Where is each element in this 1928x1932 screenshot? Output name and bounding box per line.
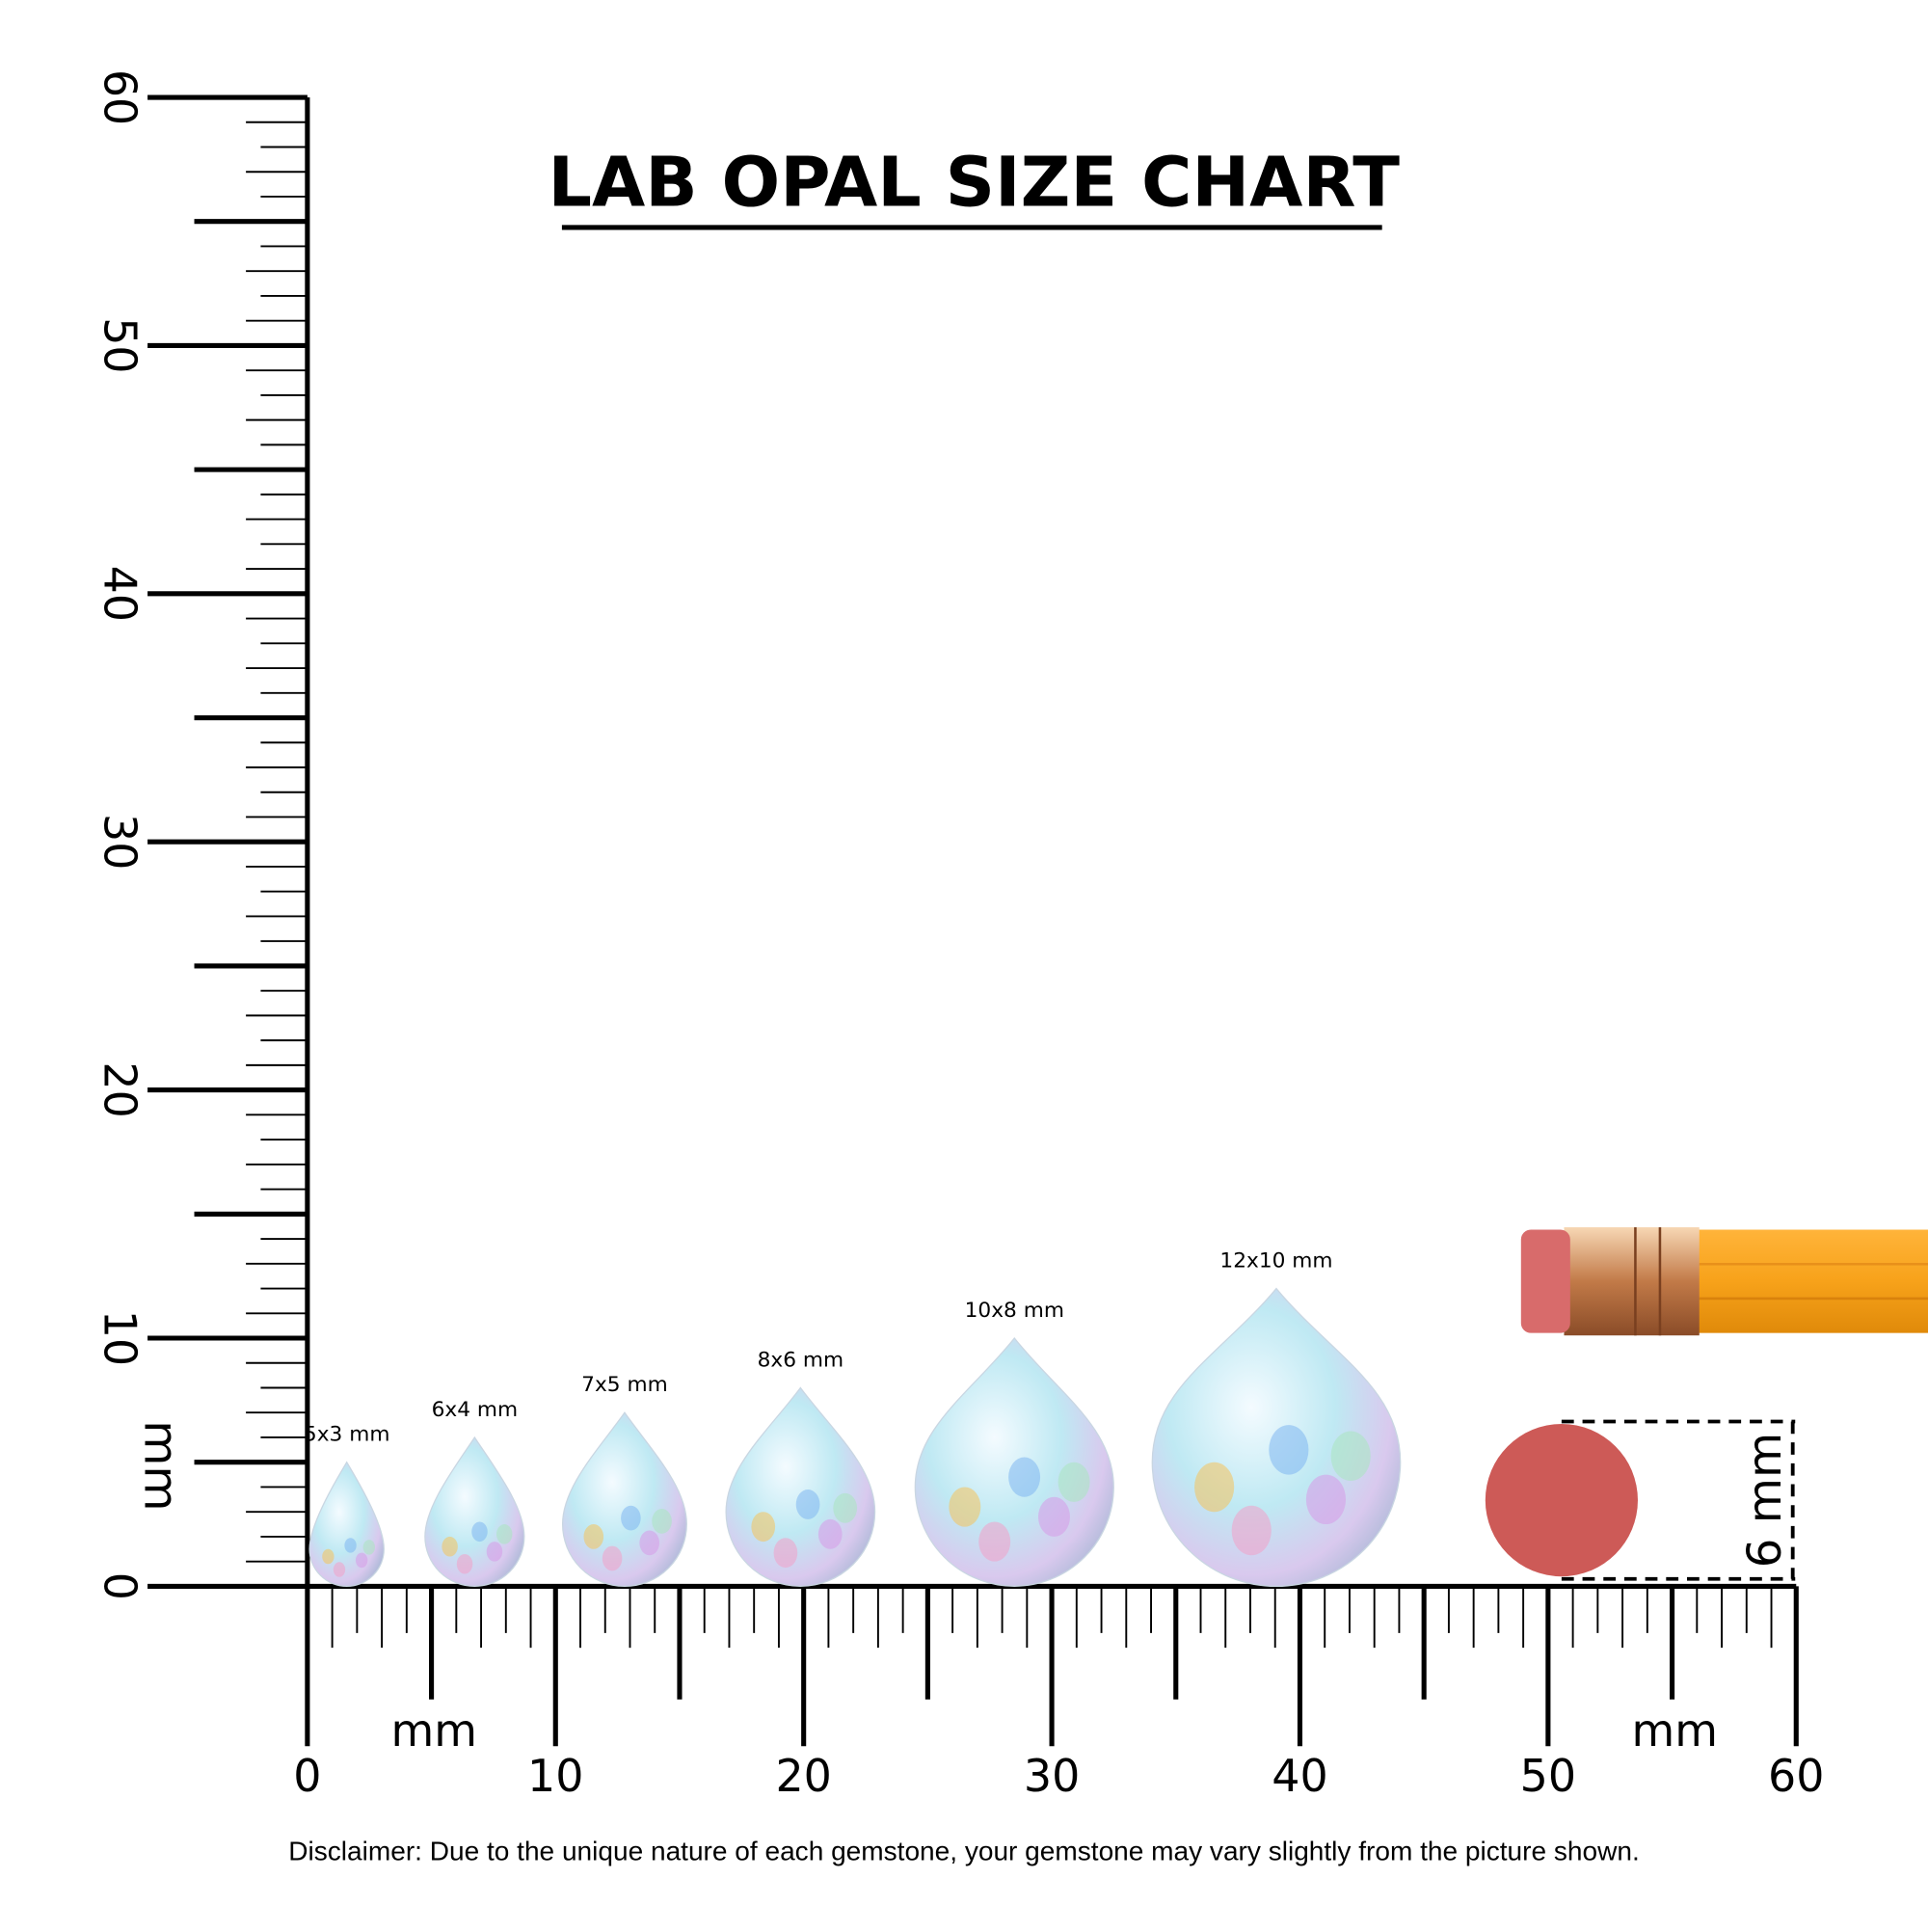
vertical-ruler-label: 30: [94, 814, 147, 870]
horizontal-ruler-label: 40: [1272, 1750, 1327, 1802]
horizontal-ruler-label: 50: [1520, 1750, 1576, 1802]
stone-fire: [773, 1538, 798, 1569]
stone-fire: [652, 1508, 672, 1534]
vertical-ruler-label: 10: [94, 1310, 147, 1366]
pencil: [1520, 1226, 1928, 1336]
opal-stone: [561, 1411, 687, 1587]
opal-stone: [1151, 1287, 1402, 1587]
stone-fire: [583, 1524, 604, 1549]
stone-body: [424, 1436, 525, 1588]
stone-fire: [1330, 1431, 1371, 1482]
stone-fire: [1194, 1462, 1235, 1513]
stone-fire: [1008, 1457, 1041, 1497]
horizontal-ruler-label: 20: [775, 1750, 831, 1802]
title: LAB OPAL SIZE CHART: [548, 142, 1400, 222]
stone-fire: [751, 1512, 776, 1543]
stone-label: 8x6 mm: [758, 1348, 844, 1372]
stone-fire: [322, 1548, 335, 1565]
disclaimer: Disclaimer: Due to the unique nature of …: [288, 1837, 1639, 1866]
stone-fire: [344, 1538, 357, 1553]
eraser-mark: [1485, 1424, 1638, 1577]
opal-stone: [424, 1436, 525, 1588]
horizontal-unit-right: mm: [1632, 1704, 1718, 1757]
stone-fire: [333, 1562, 346, 1577]
eraser-dimension: [1561, 1419, 1796, 1581]
stone-body: [308, 1461, 385, 1588]
horizontal-ruler-label: 30: [1024, 1750, 1080, 1802]
stone-fire: [978, 1521, 1011, 1562]
stone-fire: [1231, 1505, 1272, 1556]
stone-fire: [1269, 1425, 1309, 1475]
stone-fire: [1305, 1474, 1347, 1525]
stone-label: 5x3 mm: [304, 1423, 390, 1447]
stone-fire: [639, 1530, 659, 1556]
stone-label: 12x10 mm: [1219, 1248, 1332, 1273]
stone-body: [725, 1386, 876, 1588]
stone-label: 7x5 mm: [581, 1373, 668, 1397]
stone-fire: [1038, 1496, 1070, 1537]
stone-fire: [602, 1545, 623, 1571]
vertical-ruler-label: 50: [94, 317, 147, 373]
horizontal-ruler-label: 10: [527, 1750, 583, 1802]
stone-fire: [471, 1521, 488, 1543]
stone-fire: [949, 1487, 981, 1527]
stone-fire: [456, 1553, 473, 1574]
opal-stone: [308, 1461, 385, 1588]
horizontal-unit: mm: [391, 1704, 477, 1757]
opal-stone: [725, 1386, 876, 1588]
stone-label: 10x8 mm: [965, 1299, 1064, 1323]
vertical-ruler-label: 40: [94, 566, 147, 622]
vertical-ruler-label: 20: [94, 1061, 147, 1117]
horizontal-ruler-label: 60: [1768, 1750, 1824, 1802]
stone-body: [561, 1411, 687, 1587]
stone-fire: [1058, 1462, 1090, 1502]
stone-fire: [795, 1489, 820, 1519]
opal-stone: [914, 1336, 1114, 1587]
stone-fire: [817, 1518, 843, 1549]
vertical-ruler-label: 60: [94, 69, 147, 125]
stone-fire: [486, 1542, 503, 1562]
stone-fire: [362, 1540, 376, 1555]
eraser-label: 6 mm: [1738, 1433, 1792, 1569]
stone-fire: [833, 1492, 858, 1523]
stone-label: 6x4 mm: [432, 1398, 519, 1422]
horizontal-ruler-label: 0: [293, 1750, 321, 1802]
vertical-unit: mm: [133, 1420, 187, 1511]
stone-fire: [495, 1524, 513, 1544]
vertical-ruler-label: 0: [94, 1572, 147, 1600]
stone-fire: [442, 1536, 458, 1557]
stone-fire: [355, 1552, 368, 1569]
stone-fire: [621, 1505, 641, 1531]
